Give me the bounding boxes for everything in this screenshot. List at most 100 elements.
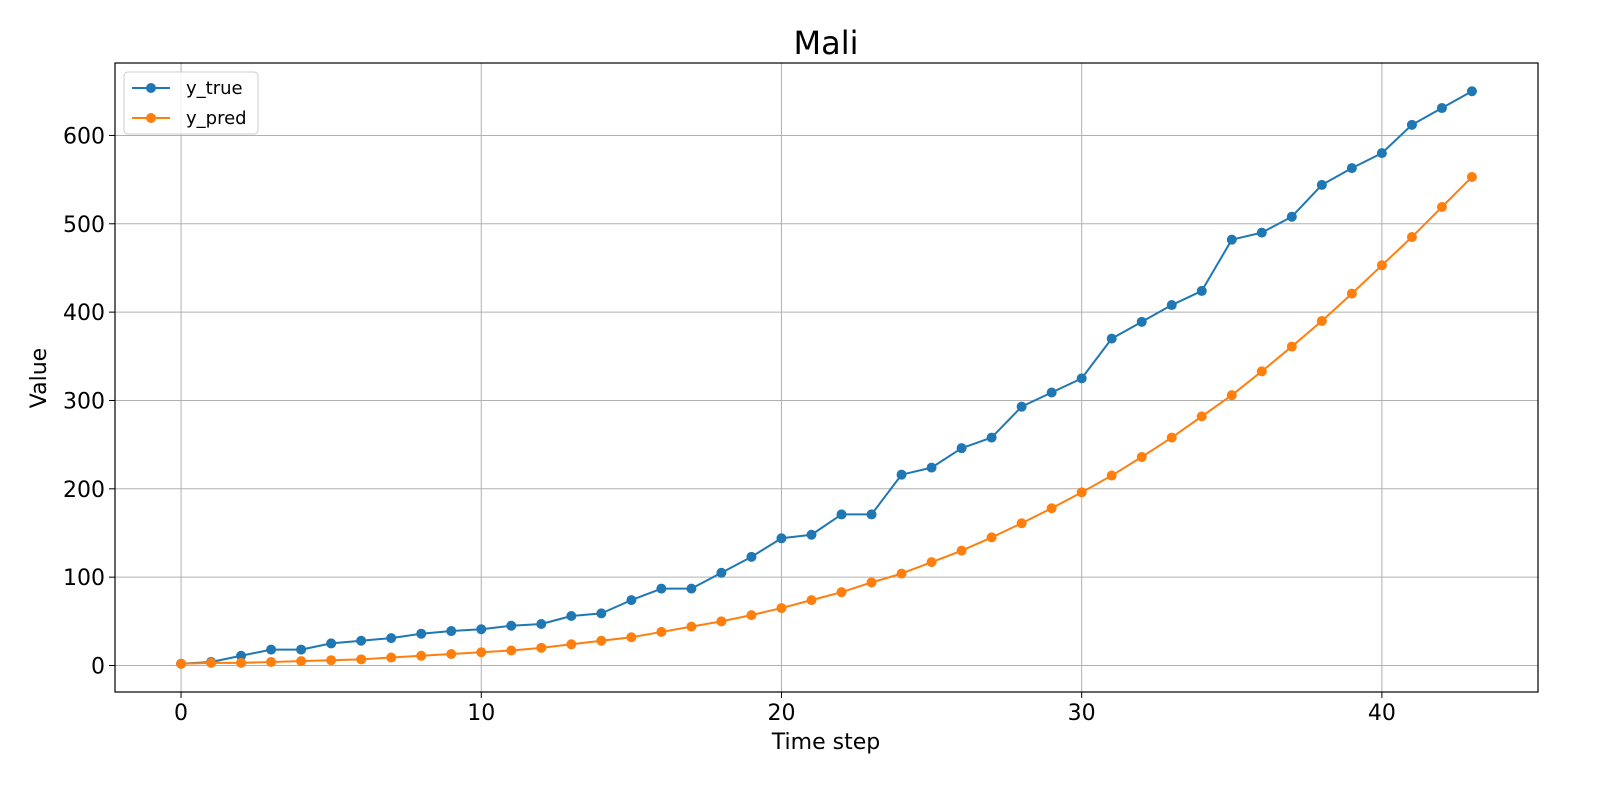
y-tick-label: 600 — [63, 124, 105, 149]
y-axis-label: Value — [27, 348, 52, 408]
data-point-y-pred — [776, 603, 787, 614]
data-point-y-true — [1226, 234, 1237, 245]
data-point-y-pred — [836, 587, 847, 598]
data-point-y-true — [386, 633, 397, 644]
data-point-y-true — [626, 595, 637, 606]
y-tick-label: 0 — [91, 654, 105, 679]
data-point-y-pred — [1316, 315, 1327, 326]
data-point-y-pred — [536, 642, 547, 653]
data-point-y-pred — [1076, 487, 1087, 498]
data-point-y-pred — [1256, 366, 1267, 377]
data-point-y-pred — [596, 635, 607, 646]
y-tick-label: 100 — [63, 566, 105, 591]
data-point-y-true — [536, 618, 547, 629]
data-point-y-true — [1406, 119, 1417, 130]
data-point-y-true — [1436, 103, 1447, 114]
data-point-y-pred — [746, 610, 757, 621]
data-point-y-pred — [956, 545, 967, 556]
data-point-y-pred — [896, 568, 907, 579]
data-point-y-pred — [566, 639, 577, 650]
y-axis-ticks: 0 100 200 300 400 500 600 — [63, 124, 115, 679]
series-y-true — [176, 86, 1477, 669]
data-point-y-pred — [1136, 452, 1147, 463]
data-point-y-pred — [1436, 201, 1447, 212]
data-point-y-pred — [266, 656, 277, 667]
series-line-y-true — [180, 90, 1473, 665]
data-point-y-pred — [986, 532, 997, 543]
data-point-y-pred — [1406, 232, 1417, 243]
y-tick-label: 300 — [63, 389, 105, 414]
data-point-y-true — [1016, 401, 1027, 412]
data-point-y-pred — [1466, 171, 1477, 182]
data-point-y-true — [776, 533, 787, 544]
data-point-y-pred — [656, 626, 667, 637]
data-point-y-pred — [476, 647, 487, 658]
data-point-y-true — [986, 432, 997, 443]
data-point-y-true — [1136, 316, 1147, 327]
plot-frame — [114, 62, 1539, 693]
data-point-y-pred — [416, 650, 427, 661]
data-point-y-pred — [1106, 470, 1117, 481]
x-axis-ticks: 0 10 20 30 40 — [174, 692, 1396, 726]
grid — [115, 63, 1538, 692]
legend-marker-y-pred — [146, 113, 156, 123]
x-tick-label: 30 — [1068, 701, 1096, 726]
legend-marker-y-true — [146, 83, 156, 93]
data-point-y-true — [1076, 373, 1087, 384]
series-line-y-pred — [181, 176, 1473, 665]
data-point-y-true — [296, 644, 307, 655]
series-layer — [176, 86, 1477, 669]
data-point-y-true — [1466, 86, 1477, 97]
data-point-y-true — [896, 469, 907, 480]
data-point-y-true — [1046, 387, 1057, 398]
data-point-y-pred — [386, 652, 397, 663]
legend: y_true y_pred — [123, 71, 259, 135]
data-point-y-true — [1286, 211, 1297, 222]
data-point-y-pred — [1196, 411, 1207, 422]
data-point-y-pred — [716, 616, 727, 627]
legend-label-y-true: y_true — [186, 78, 243, 99]
data-point-y-true — [416, 628, 427, 639]
data-point-y-pred — [686, 621, 697, 632]
chart-title: Mali — [794, 24, 859, 62]
data-point-y-true — [326, 638, 337, 649]
data-point-y-pred — [1016, 518, 1027, 529]
data-point-y-true — [356, 635, 367, 646]
data-point-y-pred — [326, 655, 337, 666]
y-tick-label: 500 — [63, 213, 105, 238]
data-point-y-pred — [446, 649, 457, 660]
data-point-y-true — [746, 551, 757, 562]
x-tick-label: 40 — [1368, 701, 1396, 726]
data-point-y-true — [686, 583, 697, 594]
data-point-y-true — [806, 529, 817, 540]
x-tick-label: 20 — [767, 701, 795, 726]
data-point-y-true — [236, 650, 247, 661]
y-tick-label: 200 — [63, 478, 105, 503]
data-point-y-pred — [926, 557, 937, 568]
data-point-y-pred — [1046, 503, 1057, 514]
data-point-y-true — [1196, 285, 1207, 296]
data-point-y-true — [1106, 333, 1117, 344]
series-y-pred — [176, 171, 1477, 669]
data-point-y-true — [1166, 300, 1177, 311]
data-point-y-pred — [866, 577, 877, 588]
data-point-y-pred — [1166, 432, 1177, 443]
data-point-y-pred — [1346, 288, 1357, 299]
data-point-y-pred — [356, 654, 367, 665]
x-axis-label: Time step — [771, 730, 880, 755]
data-point-y-true — [1376, 148, 1387, 159]
data-point-y-true — [446, 626, 457, 637]
data-point-y-true — [656, 583, 667, 594]
data-point-y-pred — [206, 657, 217, 668]
data-point-y-true — [1316, 179, 1327, 190]
data-point-y-true — [566, 611, 577, 622]
x-tick-label: 10 — [467, 701, 495, 726]
data-point-y-pred — [506, 645, 517, 656]
data-point-y-true — [956, 443, 967, 454]
data-point-y-true — [476, 624, 487, 635]
legend-label-y-pred: y_pred — [186, 108, 247, 129]
data-point-y-pred — [176, 658, 187, 669]
data-point-y-pred — [236, 657, 247, 668]
data-point-y-pred — [626, 632, 637, 643]
